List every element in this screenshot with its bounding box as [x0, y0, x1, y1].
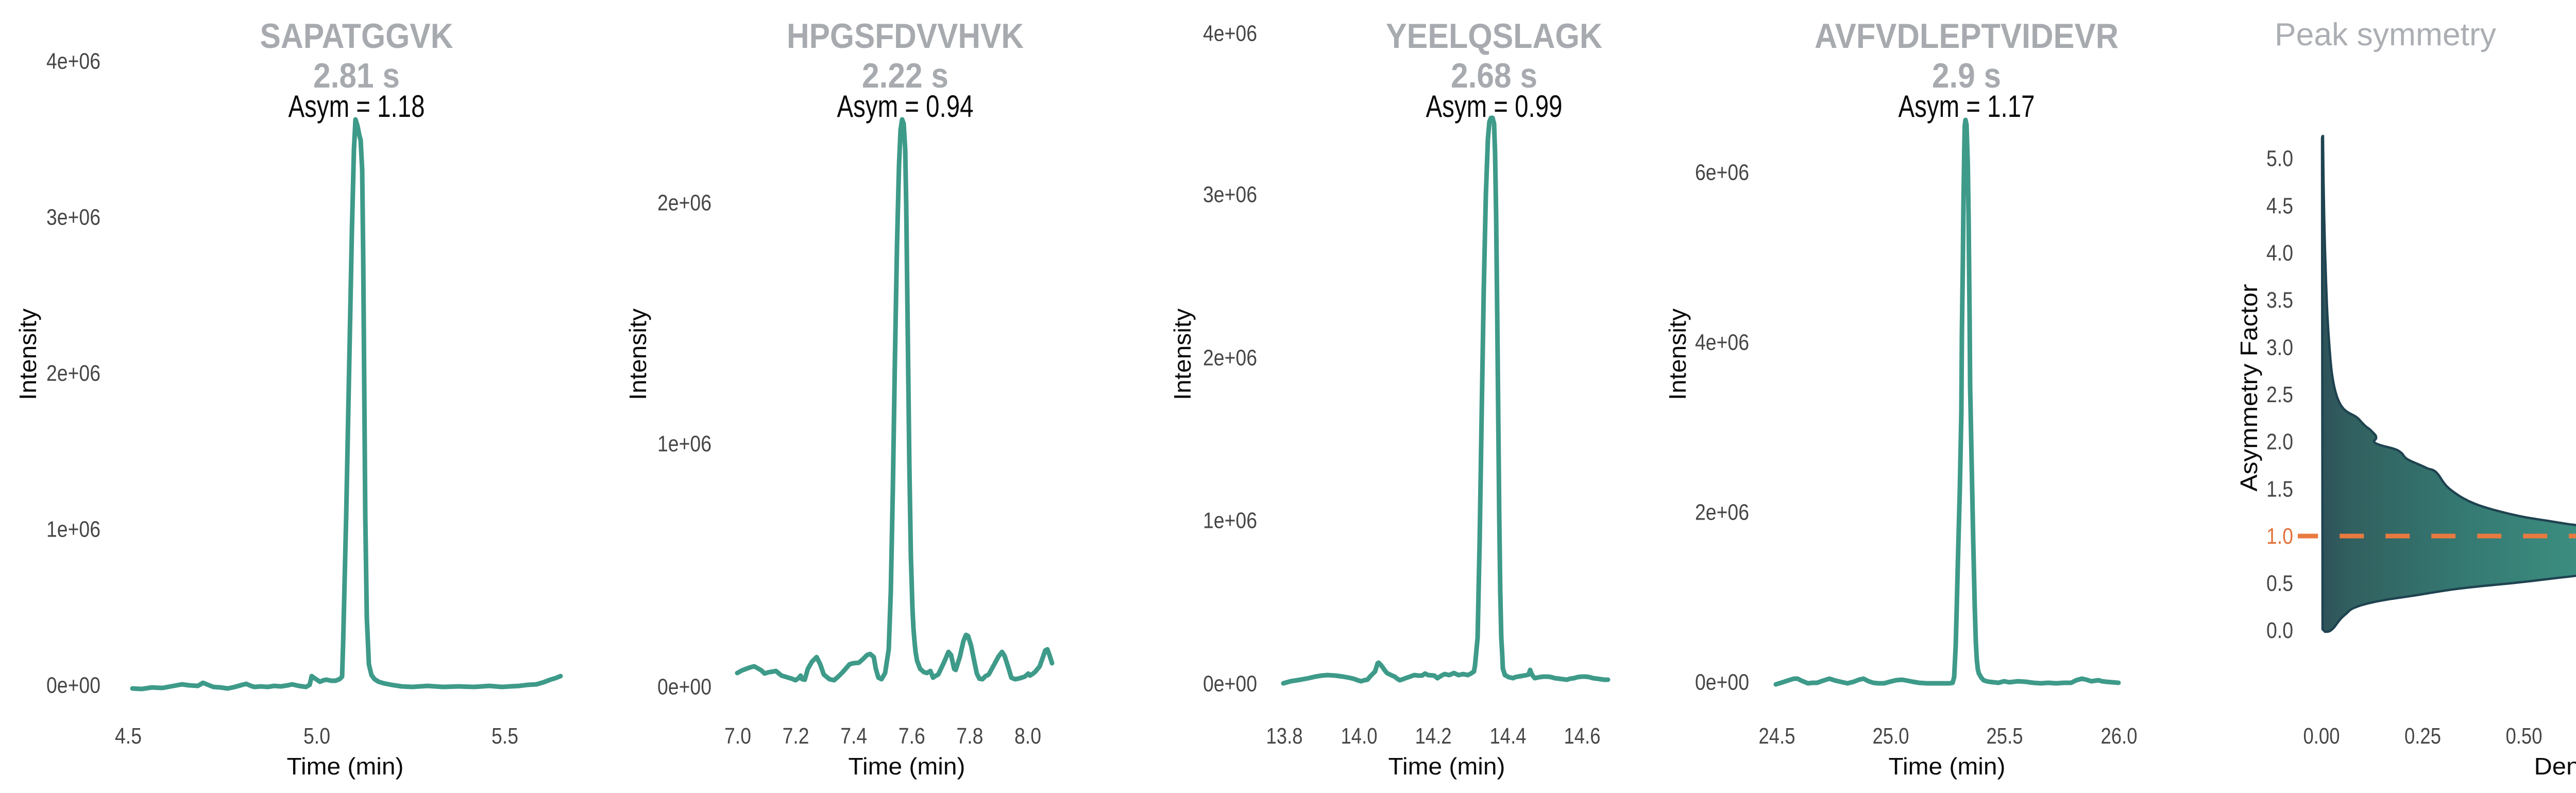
svg-text:2.9 s: 2.9 s	[1932, 56, 2001, 95]
svg-text:1e+06: 1e+06	[1203, 508, 1257, 533]
svg-text:0.50: 0.50	[2506, 723, 2543, 749]
svg-text:2.22 s: 2.22 s	[862, 56, 948, 95]
svg-text:0e+00: 0e+00	[1695, 669, 1749, 695]
svg-text:1.5: 1.5	[2266, 476, 2293, 502]
svg-text:6e+06: 6e+06	[1695, 160, 1749, 185]
svg-text:Time (min): Time (min)	[1889, 753, 2006, 780]
svg-text:Intensity: Intensity	[624, 308, 651, 400]
svg-text:4.5: 4.5	[2266, 193, 2293, 218]
svg-text:1e+06: 1e+06	[46, 516, 100, 542]
svg-text:7.2: 7.2	[783, 723, 809, 749]
svg-text:2.0: 2.0	[2266, 429, 2293, 455]
svg-text:7.6: 7.6	[899, 723, 925, 749]
svg-text:14.6: 14.6	[1564, 723, 1601, 749]
svg-text:Intensity: Intensity	[1664, 308, 1691, 400]
svg-text:2.5: 2.5	[2266, 382, 2293, 407]
svg-text:Intensity: Intensity	[14, 308, 41, 400]
svg-text:3.5: 3.5	[2266, 288, 2293, 313]
svg-text:7.0: 7.0	[724, 723, 751, 749]
svg-text:7.4: 7.4	[840, 723, 867, 749]
svg-text:2e+06: 2e+06	[1203, 345, 1257, 370]
svg-text:0.25: 0.25	[2404, 723, 2441, 749]
svg-text:4.0: 4.0	[2266, 240, 2293, 266]
svg-text:SAPATGGVK: SAPATGGVK	[260, 16, 453, 56]
svg-text:3e+06: 3e+06	[1203, 182, 1257, 207]
svg-text:Time (min): Time (min)	[1388, 753, 1505, 780]
svg-text:1.0: 1.0	[2266, 524, 2293, 549]
svg-text:25.5: 25.5	[1987, 723, 2023, 749]
svg-text:14.2: 14.2	[1415, 723, 1452, 749]
svg-text:Density: Density	[2534, 753, 2576, 780]
svg-text:2.68 s: 2.68 s	[1451, 56, 1537, 95]
svg-text:2e+06: 2e+06	[657, 190, 711, 215]
svg-text:5.0: 5.0	[2266, 146, 2293, 171]
svg-text:26.0: 26.0	[2101, 723, 2138, 749]
svg-text:14.4: 14.4	[1490, 723, 1527, 749]
svg-text:2.81 s: 2.81 s	[313, 56, 400, 95]
svg-text:14.0: 14.0	[1341, 723, 1378, 749]
svg-text:5.0: 5.0	[303, 723, 330, 749]
svg-text:25.0: 25.0	[1873, 723, 1909, 749]
svg-text:0.5: 0.5	[2266, 571, 2293, 596]
svg-text:Time (min): Time (min)	[287, 753, 404, 780]
svg-text:24.5: 24.5	[1759, 723, 1795, 749]
svg-text:Asym = 1.17: Asym = 1.17	[1899, 89, 2035, 124]
svg-text:Peak symmetry: Peak symmetry	[2275, 17, 2496, 53]
svg-text:Intensity: Intensity	[1169, 308, 1196, 400]
svg-text:0.0: 0.0	[2266, 618, 2293, 643]
svg-text:3.0: 3.0	[2266, 335, 2293, 360]
svg-text:AVFVDLEPTVIDEVR: AVFVDLEPTVIDEVR	[1815, 16, 2119, 56]
svg-text:3e+06: 3e+06	[46, 204, 100, 230]
svg-text:0.00: 0.00	[2303, 723, 2340, 749]
svg-text:0e+00: 0e+00	[46, 673, 100, 698]
svg-text:Time (min): Time (min)	[849, 753, 965, 780]
svg-text:7.8: 7.8	[956, 723, 983, 749]
svg-text:4e+06: 4e+06	[46, 48, 100, 74]
svg-text:4.5: 4.5	[115, 723, 142, 749]
svg-text:8.0: 8.0	[1014, 723, 1041, 749]
svg-text:0e+00: 0e+00	[657, 674, 711, 699]
svg-text:5.5: 5.5	[492, 723, 518, 749]
svg-text:Asym = 0.94: Asym = 0.94	[837, 89, 974, 124]
svg-text:1e+06: 1e+06	[657, 431, 711, 456]
svg-text:0e+00: 0e+00	[1203, 671, 1257, 696]
svg-text:2e+06: 2e+06	[1695, 499, 1749, 525]
svg-text:YEELQSLAGK: YEELQSLAGK	[1386, 16, 1602, 56]
svg-text:4e+06: 4e+06	[1695, 330, 1749, 355]
svg-text:Asymmetry Factor: Asymmetry Factor	[2235, 284, 2262, 492]
svg-text:13.8: 13.8	[1266, 723, 1303, 749]
svg-text:2e+06: 2e+06	[46, 360, 100, 386]
svg-text:HPGSFDVVHVK: HPGSFDVVHVK	[787, 16, 1024, 56]
svg-text:4e+06: 4e+06	[1203, 21, 1257, 46]
